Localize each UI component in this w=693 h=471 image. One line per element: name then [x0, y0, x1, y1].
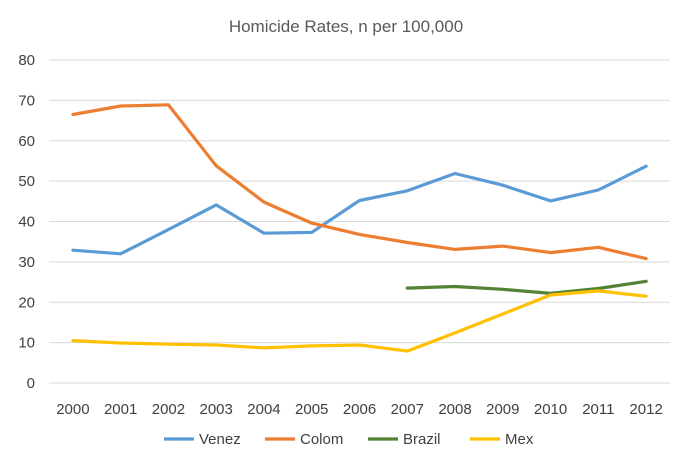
x-tick-label: 2008 [438, 401, 471, 418]
series-line-brazil [405, 279, 648, 295]
y-tick-label: 10 [18, 335, 35, 352]
y-axis-ticks: 0 10 20 30 40 50 60 70 80 [18, 52, 35, 392]
legend: Venez Colom Brazil Mex [164, 431, 534, 448]
y-tick-label: 40 [18, 214, 35, 231]
x-tick-label: 2011 [582, 401, 614, 418]
chart-title: Homicide Rates, n per 100,000 [229, 17, 463, 36]
y-tick-label: 30 [18, 254, 35, 271]
legend-item-colom: Colom [265, 431, 343, 448]
legend-item-mex: Mex [470, 431, 534, 448]
x-tick-label: 2012 [629, 401, 662, 418]
legend-label: Mex [505, 431, 534, 448]
series-line-venez [71, 164, 648, 256]
x-tick-label: 2002 [152, 401, 185, 418]
legend-item-brazil: Brazil [368, 431, 441, 448]
x-tick-label: 2010 [534, 401, 567, 418]
legend-label: Venez [199, 431, 241, 448]
y-tick-label: 60 [18, 133, 35, 150]
y-tick-label: 0 [27, 375, 35, 392]
y-tick-label: 80 [18, 52, 35, 69]
x-tick-label: 2009 [486, 401, 519, 418]
series-lines [71, 103, 648, 353]
x-tick-label: 2004 [247, 401, 280, 418]
legend-label: Colom [300, 431, 343, 448]
y-tick-label: 20 [18, 294, 35, 311]
series-line-mex [71, 289, 648, 353]
x-tick-label: 2005 [295, 401, 328, 418]
gridlines [49, 59, 670, 384]
x-tick-label: 2006 [343, 401, 376, 418]
legend-item-venez: Venez [164, 431, 241, 448]
legend-label: Brazil [403, 431, 441, 448]
x-axis-ticks: 2000 2001 2002 2003 2004 2005 2006 2007 2008 2009… [56, 401, 663, 418]
series-line-colom [71, 103, 648, 261]
x-tick-label: 2003 [200, 401, 233, 418]
y-tick-label: 50 [18, 173, 35, 190]
y-tick-label: 70 [18, 92, 35, 109]
x-tick-label: 2000 [56, 401, 89, 418]
x-tick-label: 2001 [104, 401, 137, 418]
x-tick-label: 2007 [391, 401, 424, 418]
